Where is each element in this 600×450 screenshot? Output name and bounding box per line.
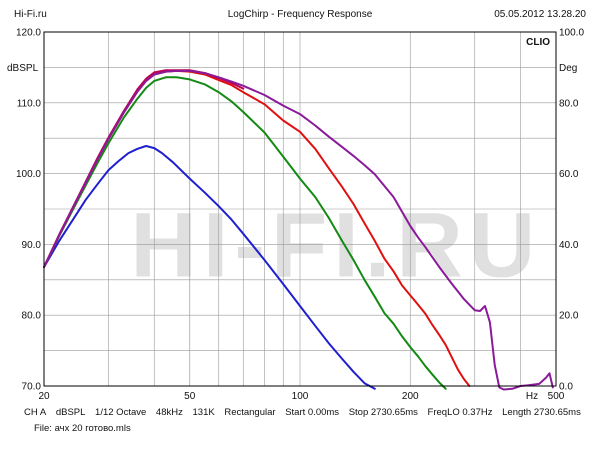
y2-axis-label: Deg (559, 63, 577, 74)
window-label: Rectangular (224, 407, 276, 418)
y-tick-label-70: 70.0 (22, 382, 42, 393)
x-axis-unit-label: Hz (526, 391, 538, 402)
y2-tick-label-0: 0.0 (559, 382, 573, 393)
y2-tick-label-2: 40.0 (559, 240, 579, 251)
x-tick-label-500: 500 (548, 391, 565, 402)
y-tick-label-90: 90.0 (22, 240, 42, 251)
y-tick-label-110: 110.0 (17, 98, 42, 109)
series-line-purple (43, 69, 554, 391)
y-axis-label: dBSPL (7, 63, 39, 74)
y2-tick-label-5: 100.0 (559, 28, 584, 39)
series-line-green (43, 76, 447, 390)
y2-tick-label-1: 20.0 (559, 311, 579, 322)
measurement-settings: CH A dBSPL 1/12 Octave 48kHz 131K Rectan… (24, 407, 588, 418)
grid (44, 32, 556, 386)
header-source: Hi-Fi.ru (14, 9, 47, 20)
fft-size-label: 131K (192, 407, 215, 418)
stop-label: Stop 2730.65ms (348, 407, 418, 418)
smoothing-label: 1/12 Octave (95, 407, 147, 418)
plot-frame (43, 31, 557, 387)
x-tick-label-200: 200 (402, 391, 419, 402)
x-tick-label-100: 100 (292, 391, 309, 402)
chart-title: LogChirp - Frequency Response (227, 9, 373, 20)
series-line-blue (43, 145, 376, 390)
y-tick-label-80: 80.0 (22, 311, 42, 322)
y2-tick-label-4: 80.0 (559, 98, 579, 109)
length-label: Length 2730.65ms (502, 407, 581, 418)
freq-lo-label: FreqLO 0.37Hz (427, 407, 493, 418)
start-label: Start 0.00ms (285, 407, 340, 418)
x-tick-label-50: 50 (184, 391, 196, 402)
clio-brand-label: CLIO (526, 37, 550, 48)
y-tick-label-120: 120.0 (16, 28, 41, 39)
y-tick-label-100: 100.0 (16, 169, 41, 180)
x-tick-label-20: 20 (38, 391, 50, 402)
y2-tick-label-3: 60.0 (559, 169, 579, 180)
unit-label: dBSPL (55, 407, 86, 418)
file-name: File: ачх 20 готово.mls (34, 423, 131, 434)
channel-label: CH A (24, 407, 47, 418)
series-layer (43, 69, 554, 391)
header-timestamp: 05.05.2012 13.28.20 (494, 9, 586, 20)
axis-labels: 20 50 100 200 500 70.0 0.0 80.0 20.0 90.0 40.0 100.… (16, 28, 584, 403)
sample-rate-label: 48kHz (155, 407, 183, 418)
watermark: HI-FI.RU (130, 194, 541, 296)
frequency-response-chart: HI-FI.RU 20 50 100 200 500 70.0 0.0 80.0 20.0 90.… (7, 28, 584, 403)
